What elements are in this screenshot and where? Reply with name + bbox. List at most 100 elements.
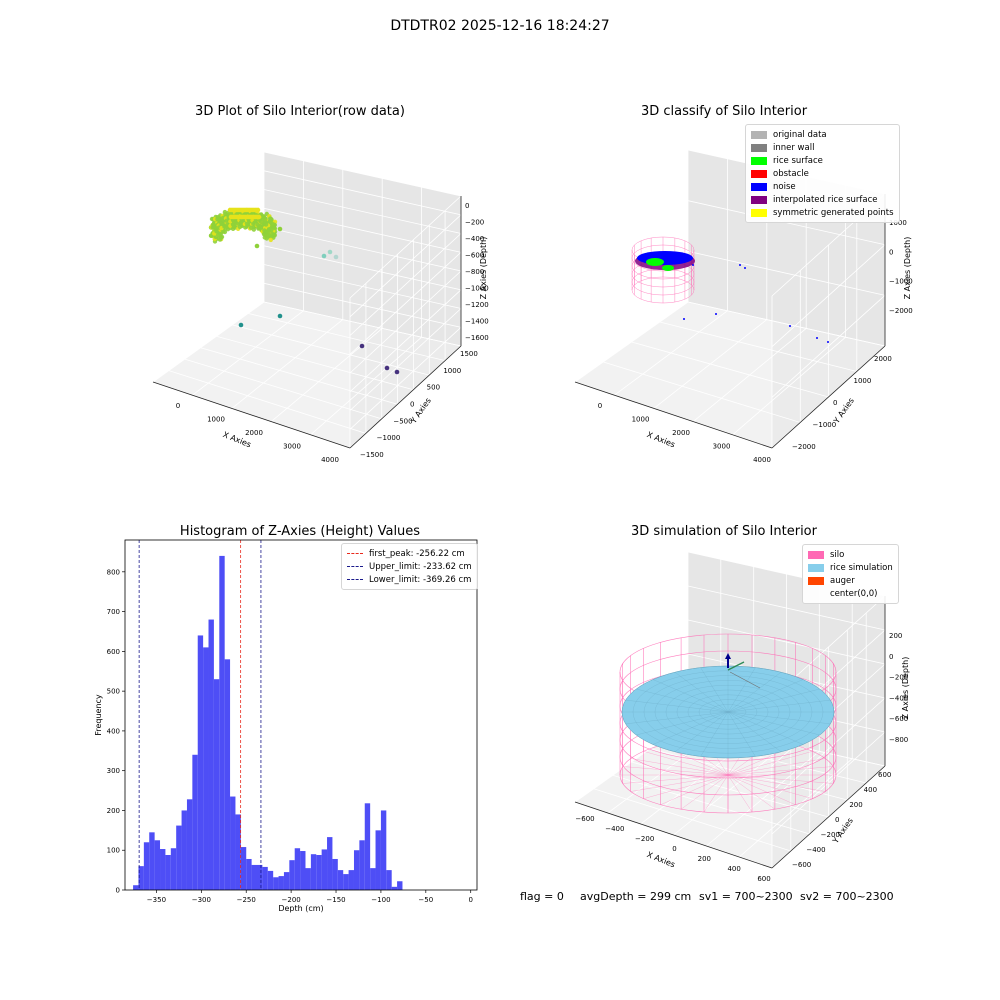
data-point — [219, 223, 224, 229]
data-point — [384, 365, 390, 371]
grid-line — [640, 566, 755, 825]
histogram-bar — [208, 619, 214, 890]
data-point — [270, 222, 275, 227]
status-sv2: sv2 = 700~2300 — [800, 890, 894, 903]
plot-frame — [124, 539, 478, 891]
x-tick-label: −150 — [326, 896, 345, 904]
data-point — [219, 234, 225, 240]
data-point — [229, 209, 234, 214]
grid-line — [231, 169, 344, 409]
z-tick-label: −600 — [465, 252, 484, 260]
data-point — [264, 226, 269, 231]
data-point — [214, 234, 219, 239]
silo-wire — [631, 276, 695, 304]
x-tick-label: 3000 — [283, 443, 301, 451]
silo-wire — [643, 751, 729, 776]
data-point — [225, 227, 231, 232]
data-point — [255, 220, 261, 225]
histogram-bar — [203, 647, 209, 890]
data-point — [231, 216, 237, 221]
rice-mesh — [727, 679, 804, 713]
histogram-bar — [289, 860, 295, 890]
histogram-legend: first_peak: -256.22 cm Upper_limit: -233.… — [341, 543, 478, 590]
histogram-bar — [143, 842, 150, 890]
data-point — [226, 214, 232, 220]
rice-surface-cluster — [662, 265, 674, 271]
data-point — [263, 230, 268, 235]
data-point — [256, 214, 262, 220]
data-point — [244, 221, 250, 226]
legend-label: center(0,0) — [830, 588, 878, 599]
silo-wire — [727, 774, 796, 805]
legend-label: Upper_limit: -233.62 cm — [369, 561, 472, 572]
data-point — [264, 226, 269, 232]
data-point — [271, 220, 276, 225]
data-point — [269, 228, 274, 233]
data-point — [211, 222, 216, 228]
histogram-bar — [133, 885, 139, 890]
data-point — [261, 215, 266, 220]
data-point — [260, 220, 265, 225]
data-point — [208, 233, 214, 238]
data-point — [211, 233, 216, 238]
data-point — [247, 207, 253, 213]
data-point — [258, 218, 263, 223]
legend-item: silo — [808, 548, 893, 561]
data-point — [209, 225, 214, 230]
data-point — [256, 213, 261, 219]
y-tick-label: −2000 — [792, 443, 816, 451]
back-pane-x — [350, 196, 461, 448]
x-tick-label: −200 — [282, 896, 301, 904]
data-point — [234, 219, 240, 224]
data-point — [229, 215, 235, 221]
data-point — [227, 217, 232, 222]
data-point — [252, 214, 258, 220]
data-point — [215, 217, 220, 222]
data-point — [266, 231, 271, 237]
rice-mesh — [636, 711, 729, 736]
data-point — [238, 214, 244, 220]
data-point — [212, 239, 218, 244]
grid-line — [263, 282, 462, 430]
data-point — [210, 222, 216, 228]
y-tick-label: 0 — [835, 816, 839, 824]
rice-mesh — [727, 711, 756, 757]
y-tick-label: 1000 — [854, 377, 872, 385]
data-point — [213, 236, 218, 242]
data-point — [277, 313, 283, 319]
data-point — [210, 225, 215, 230]
silo-wire — [727, 751, 813, 776]
data-point — [208, 225, 214, 230]
histogram-bar — [359, 840, 365, 890]
panel4-title: 3D simulation of Silo Interior — [631, 524, 817, 539]
legend-item: inner wall — [751, 141, 894, 154]
data-point — [213, 234, 219, 239]
histogram-bar — [321, 849, 328, 890]
data-point — [243, 207, 249, 213]
data-point — [215, 218, 221, 224]
data-point — [210, 231, 215, 236]
legend-swatch — [808, 563, 824, 572]
data-point — [257, 213, 262, 218]
data-point — [240, 220, 245, 225]
data-point — [265, 222, 271, 227]
histogram-bar — [235, 814, 241, 890]
data-point — [210, 233, 215, 238]
y-axis-label: Frequency — [94, 694, 103, 736]
data-point — [266, 224, 271, 230]
data-point — [264, 230, 270, 236]
x-axis-label: Depth (cm) — [278, 904, 323, 913]
data-point — [243, 225, 248, 230]
data-point — [234, 214, 240, 220]
data-point — [254, 214, 260, 220]
data-point — [251, 227, 256, 232]
data-point — [250, 218, 256, 224]
data-point — [234, 223, 239, 228]
legend-line-swatch — [347, 553, 363, 554]
silo-wire — [622, 774, 729, 784]
data-point — [264, 227, 270, 233]
z-tick-label: −200 — [465, 219, 484, 227]
z-tick-label: −1200 — [465, 301, 489, 309]
silo-wire — [660, 774, 729, 805]
legend-item: auger — [808, 574, 893, 587]
